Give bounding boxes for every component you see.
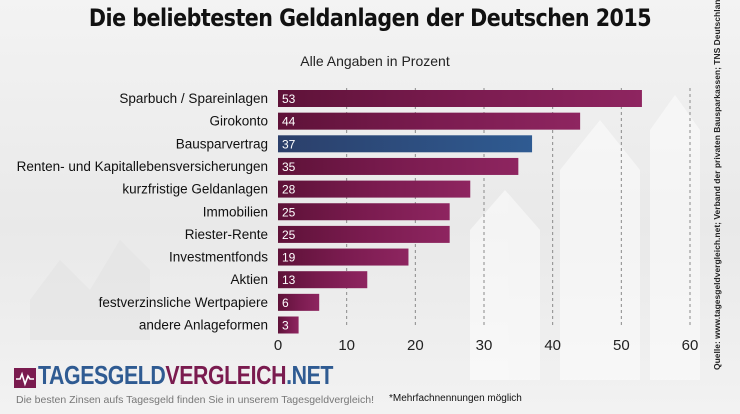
value-label-3: 37 (282, 137, 296, 151)
x-tick-label-60: 60 (682, 337, 699, 354)
x-axis-ticks: 0 10 20 30 40 50 60 (274, 337, 699, 354)
category-label-3: Bausparvertrag (176, 136, 268, 151)
category-label-2: Girokonto (209, 114, 268, 129)
bar-1 (278, 90, 642, 107)
bar-6 (278, 203, 450, 221)
bars-group (278, 90, 642, 334)
value-label-6: 25 (282, 205, 296, 219)
brand-name-part2: VERGLEICH (165, 360, 287, 390)
category-label-11: andere Anlageformen (139, 318, 268, 333)
value-label-7: 25 (282, 228, 296, 242)
x-tick-label-40: 40 (544, 337, 561, 354)
category-label-1: Sparbuch / Spareinlagen (119, 91, 268, 106)
value-label-8: 19 (282, 251, 296, 265)
value-label-1: 53 (282, 92, 296, 106)
value-label-11: 3 (282, 319, 289, 333)
brand-name-part1: TAGESGELD (38, 360, 166, 390)
bar-8 (278, 248, 409, 266)
category-label-5: kurzfristige Geldanlagen (122, 182, 268, 197)
x-tick-label-20: 20 (407, 337, 424, 354)
bar-5 (278, 180, 471, 198)
bar-7 (278, 225, 450, 243)
category-labels: Sparbuch / Spareinlagen Girokonto Bausparv… (17, 91, 269, 333)
bar-3 (278, 135, 533, 153)
bar-2 (278, 112, 581, 130)
brand-tagline: Die besten Zinsen aufs Tagesgeld finden … (16, 394, 375, 406)
category-label-9: Aktien (230, 272, 268, 287)
value-label-9: 13 (282, 273, 296, 287)
brand-name-part3: .NET (286, 360, 334, 390)
bar-4 (278, 157, 519, 175)
footnote: *Mehrfachnennungen möglich (389, 393, 522, 404)
x-tick-label-30: 30 (476, 337, 493, 354)
x-tick-label-50: 50 (613, 337, 630, 354)
source-note: Quelle: www.tagesgeldvergleich.net; Verb… (712, 0, 722, 370)
category-label-10: festverzinsliche Wertpapiere (99, 295, 268, 310)
x-tick-label-0: 0 (274, 337, 282, 354)
value-label-10: 6 (282, 296, 289, 310)
category-label-8: Investmentfonds (169, 250, 268, 265)
value-labels: 53 44 37 35 28 25 25 19 13 6 3 (282, 92, 296, 333)
x-tick-label-10: 10 (338, 337, 355, 354)
value-label-2: 44 (282, 115, 296, 129)
chart-title: Die beliebtesten Geldanlagen der Deutsch… (88, 4, 652, 32)
bar-10 (278, 293, 320, 311)
value-label-5: 28 (282, 183, 296, 197)
bar-11 (278, 316, 299, 334)
background-decoration (30, 95, 700, 380)
brand-logo[interactable]: TAGESGELDVERGLEICH.NET (38, 360, 333, 391)
value-label-4: 35 (282, 160, 296, 174)
chart-subtitle: Alle Angaben in Prozent (300, 53, 450, 69)
category-label-4: Renten- und Kapitallebensversicherungen (17, 159, 268, 174)
category-label-7: Riester-Rente (185, 227, 268, 242)
category-label-6: Immobilien (203, 204, 268, 219)
heartbeat-logo-icon (14, 368, 36, 388)
bar-9 (278, 271, 368, 289)
